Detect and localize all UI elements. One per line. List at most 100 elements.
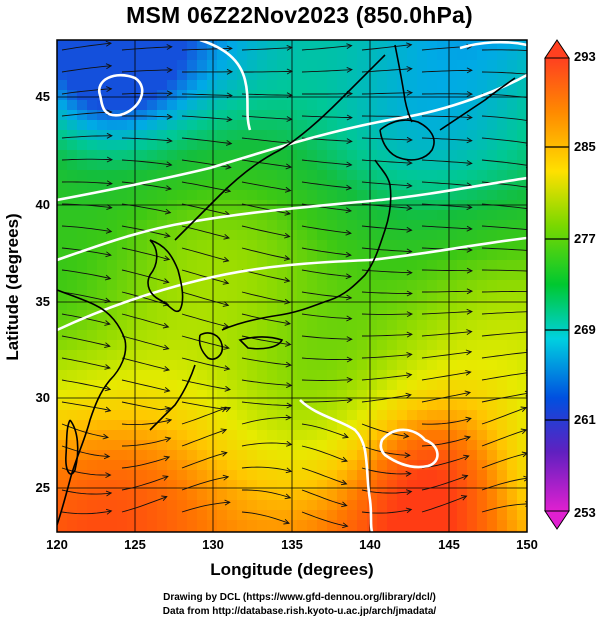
- streamline-arrow: [163, 455, 171, 462]
- streamline: [241, 47, 292, 51]
- field-cell: [477, 50, 488, 61]
- field-cell: [497, 530, 508, 532]
- field-cell: [77, 340, 88, 351]
- field-cell: [247, 40, 258, 51]
- field-cell: [317, 120, 328, 131]
- field-cell: [157, 390, 168, 401]
- field-cell: [267, 430, 278, 441]
- field-cell: [507, 120, 518, 131]
- streamline: [361, 137, 412, 141]
- field-cell: [327, 370, 338, 381]
- field-cell: [177, 90, 188, 101]
- field-cell: [397, 120, 408, 131]
- field-cell: [207, 230, 218, 241]
- field-cell: [367, 450, 378, 461]
- streamline: [481, 429, 527, 447]
- field-cell: [157, 240, 168, 251]
- field-cell: [57, 360, 68, 371]
- field-cell: [247, 440, 258, 451]
- field-cell: [437, 130, 448, 141]
- field-cell: [497, 150, 508, 161]
- field-cell: [257, 60, 268, 71]
- field-cell: [177, 370, 188, 381]
- field-cell: [107, 320, 118, 331]
- field-cell: [367, 250, 378, 261]
- field-cell: [457, 270, 468, 281]
- field-cell: [267, 530, 278, 532]
- streamline-arrow: [284, 320, 291, 326]
- field-cell: [447, 410, 458, 421]
- streamline: [241, 511, 290, 524]
- field-cell: [387, 420, 398, 431]
- field-cell: [137, 280, 148, 291]
- field-cell: [327, 340, 338, 351]
- field-cell: [167, 160, 178, 171]
- field-cell: [257, 410, 268, 421]
- field-cell: [197, 160, 208, 171]
- field-cell: [277, 130, 288, 141]
- streamline-arrow: [164, 406, 172, 412]
- field-cell: [337, 150, 348, 161]
- streamline-arrow: [286, 116, 293, 122]
- streamline: [421, 436, 471, 447]
- field-cell: [517, 450, 527, 461]
- field-cell: [417, 210, 428, 221]
- field-cell: [197, 430, 208, 441]
- field-cell: [407, 150, 418, 161]
- field-cell: [247, 130, 258, 141]
- field-cell: [247, 190, 258, 201]
- field-cell: [497, 230, 508, 241]
- field-cell: [107, 190, 118, 201]
- field-cell: [137, 230, 148, 241]
- field-cell: [147, 380, 158, 391]
- field-cell: [147, 410, 158, 421]
- streamline: [361, 423, 409, 437]
- field-cell: [337, 60, 348, 71]
- field-cell: [297, 490, 308, 501]
- streamline: [361, 374, 412, 381]
- field-cell: [187, 70, 198, 81]
- field-cell: [337, 180, 348, 191]
- field-cell: [447, 450, 458, 461]
- field-cell: [127, 340, 138, 351]
- streamline: [241, 291, 290, 303]
- field-cell: [347, 130, 358, 141]
- field-cell: [217, 130, 228, 141]
- field-cell: [237, 400, 248, 411]
- field-cell: [277, 180, 288, 191]
- field-cell: [317, 480, 328, 491]
- streamline-arrow: [460, 495, 468, 501]
- field-cell: [77, 360, 88, 371]
- field-cell: [197, 280, 208, 291]
- field-cell: [387, 40, 398, 51]
- streamline-arrow: [406, 226, 413, 233]
- field-cell: [467, 440, 478, 451]
- streamline: [301, 489, 347, 507]
- field-cell: [77, 220, 88, 231]
- field-cell: [247, 400, 258, 411]
- field-cell: [507, 250, 518, 261]
- field-cell: [417, 320, 428, 331]
- field-cell: [397, 130, 408, 141]
- field-cell: [57, 280, 68, 291]
- field-cell: [167, 250, 178, 261]
- field-cell: [227, 330, 238, 341]
- field-cell: [517, 100, 527, 111]
- field-cell: [247, 530, 258, 532]
- field-cell: [417, 40, 428, 51]
- field-cell: [417, 380, 428, 391]
- field-cell: [427, 40, 438, 51]
- isotherm-line: [97, 73, 144, 117]
- field-cell: [477, 80, 488, 91]
- field-cell: [297, 280, 308, 291]
- field-cell: [217, 180, 228, 191]
- field-cell: [167, 520, 178, 531]
- streamline-arrow: [346, 66, 353, 73]
- field-cell: [317, 180, 328, 191]
- field-cell: [237, 90, 248, 101]
- field-cell: [117, 300, 128, 311]
- field-cell: [317, 320, 328, 331]
- field-cell: [367, 180, 378, 191]
- field-cell: [167, 70, 178, 81]
- streamline: [61, 181, 112, 185]
